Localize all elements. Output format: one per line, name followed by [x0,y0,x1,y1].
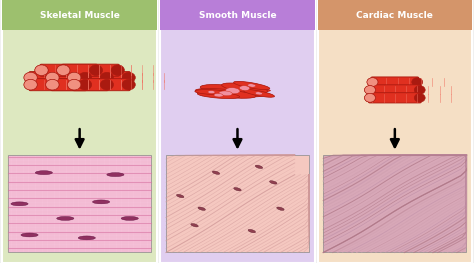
FancyBboxPatch shape [51,79,108,91]
Ellipse shape [195,88,256,98]
Ellipse shape [208,91,215,93]
Ellipse shape [195,90,228,94]
Polygon shape [264,88,271,93]
Ellipse shape [57,65,70,75]
Ellipse shape [234,81,270,90]
FancyBboxPatch shape [381,89,390,98]
FancyBboxPatch shape [323,155,466,252]
FancyBboxPatch shape [160,0,315,263]
FancyBboxPatch shape [318,0,472,30]
Ellipse shape [68,72,81,83]
Ellipse shape [367,78,378,86]
Ellipse shape [255,165,263,169]
Ellipse shape [226,88,240,94]
Ellipse shape [234,188,241,191]
Polygon shape [202,93,209,96]
FancyBboxPatch shape [369,93,421,103]
Ellipse shape [21,233,38,237]
Ellipse shape [222,83,267,93]
Ellipse shape [46,72,59,83]
Ellipse shape [89,65,102,75]
Ellipse shape [11,202,28,206]
Ellipse shape [68,72,81,83]
Ellipse shape [200,84,265,97]
Ellipse shape [35,171,53,175]
Text: Cardiac Muscle: Cardiac Muscle [356,11,433,20]
Ellipse shape [248,229,255,233]
Ellipse shape [239,86,250,90]
Ellipse shape [122,72,136,83]
FancyBboxPatch shape [40,64,98,76]
FancyBboxPatch shape [73,79,130,91]
Ellipse shape [92,200,109,204]
Ellipse shape [414,85,425,94]
Ellipse shape [243,89,274,97]
Ellipse shape [191,224,198,227]
Ellipse shape [121,216,138,220]
Ellipse shape [100,79,113,90]
Ellipse shape [68,79,81,90]
Ellipse shape [212,171,220,174]
Ellipse shape [365,94,375,102]
FancyBboxPatch shape [166,155,309,252]
FancyBboxPatch shape [371,77,419,87]
FancyBboxPatch shape [29,79,86,91]
Ellipse shape [270,181,277,184]
Ellipse shape [46,79,59,90]
Ellipse shape [46,79,59,90]
Ellipse shape [222,83,267,93]
Ellipse shape [200,84,265,97]
FancyBboxPatch shape [73,72,130,84]
Ellipse shape [107,173,124,176]
Ellipse shape [195,90,228,94]
Ellipse shape [365,85,375,94]
Text: Skeletal Muscle: Skeletal Muscle [40,11,119,20]
FancyBboxPatch shape [29,72,86,84]
Ellipse shape [111,65,124,75]
Ellipse shape [46,72,59,83]
FancyBboxPatch shape [160,0,315,30]
Ellipse shape [247,84,256,87]
Ellipse shape [234,81,270,90]
Ellipse shape [24,72,37,83]
FancyBboxPatch shape [51,72,108,84]
Ellipse shape [277,207,284,210]
Ellipse shape [197,92,240,99]
Ellipse shape [57,65,70,75]
Ellipse shape [35,65,48,75]
FancyBboxPatch shape [8,155,151,252]
Ellipse shape [24,79,37,90]
FancyBboxPatch shape [2,0,157,263]
FancyBboxPatch shape [369,85,421,95]
Ellipse shape [414,94,425,102]
Ellipse shape [35,65,48,75]
Ellipse shape [243,89,274,97]
Ellipse shape [219,91,232,96]
Ellipse shape [214,93,223,97]
FancyBboxPatch shape [318,0,472,263]
Ellipse shape [122,79,136,90]
Ellipse shape [197,92,240,99]
FancyBboxPatch shape [62,64,119,76]
Ellipse shape [365,85,375,94]
Ellipse shape [78,72,92,83]
FancyBboxPatch shape [400,82,409,90]
Ellipse shape [68,79,81,90]
Ellipse shape [255,92,262,95]
Ellipse shape [367,78,378,86]
Ellipse shape [24,79,37,90]
Ellipse shape [78,236,95,240]
Text: Smooth Muscle: Smooth Muscle [199,11,276,20]
Ellipse shape [198,207,205,210]
Ellipse shape [78,79,92,90]
Ellipse shape [412,78,423,86]
Ellipse shape [195,88,256,98]
Ellipse shape [365,94,375,102]
Ellipse shape [100,72,113,83]
Ellipse shape [57,216,74,220]
FancyBboxPatch shape [2,0,157,30]
Ellipse shape [24,72,37,83]
Ellipse shape [176,194,184,198]
